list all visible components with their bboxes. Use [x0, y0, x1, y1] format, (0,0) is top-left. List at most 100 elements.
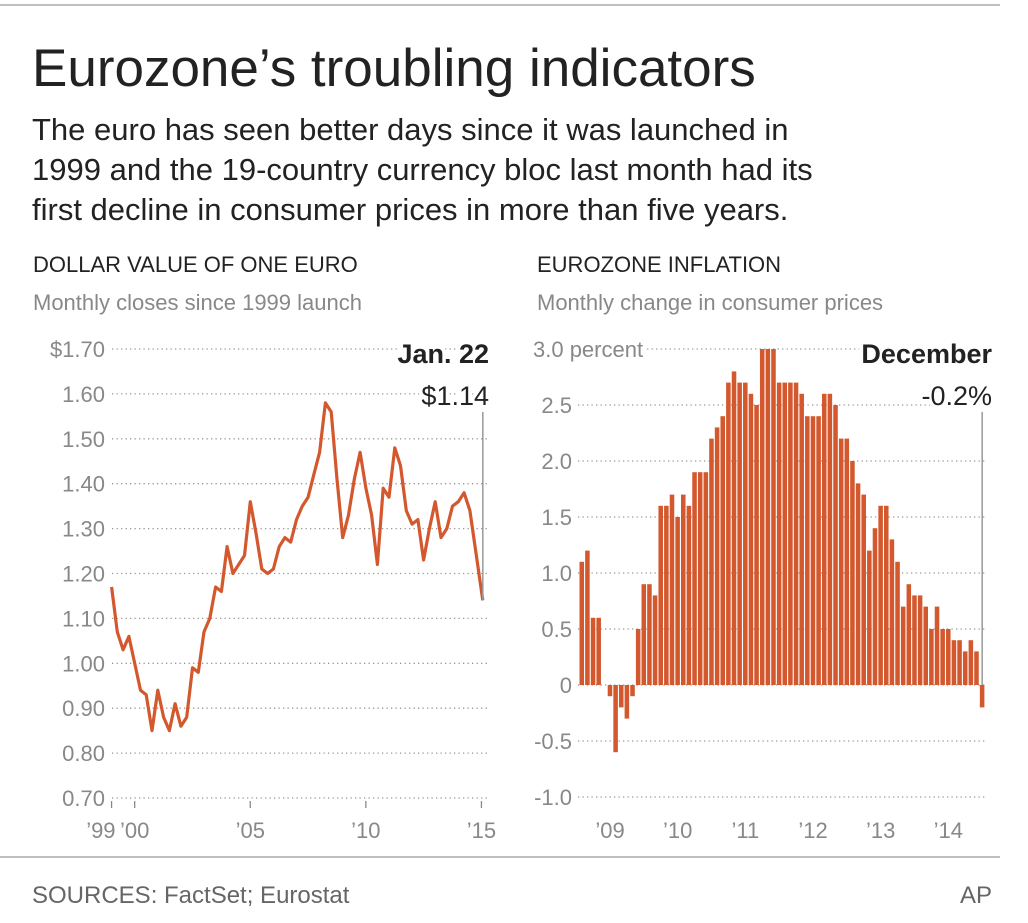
chart-subtitle: Monthly closes since 1999 launch: [33, 290, 362, 315]
annotation: $1.14: [421, 381, 489, 411]
bar: [585, 550, 590, 685]
bar: [788, 382, 793, 685]
bar: [974, 651, 979, 685]
x-tick-label: ’99: [86, 818, 115, 843]
bar: [805, 416, 810, 685]
bar: [979, 685, 985, 708]
bar: [867, 550, 872, 685]
bar: [664, 505, 669, 685]
bar: [934, 606, 940, 685]
bar: [929, 629, 934, 685]
annotation: Jan. 22: [397, 339, 489, 369]
y-tick-label: 2.0: [541, 449, 572, 474]
y-tick-label: 1.30: [62, 517, 105, 542]
chart-title: DOLLAR VALUE OF ONE EURO: [33, 252, 358, 277]
y-tick-label: 1.00: [62, 651, 105, 676]
bar: [647, 584, 652, 685]
bar: [607, 685, 613, 697]
bar: [681, 494, 686, 685]
line-series: [110, 401, 485, 733]
bar: [675, 517, 680, 685]
y-tick-label: 0.70: [62, 786, 105, 811]
y-tick-label: 0.80: [62, 741, 105, 766]
bar: [771, 349, 776, 685]
x-tick-label: ’10: [351, 818, 380, 843]
bar: [754, 405, 759, 685]
bar: [590, 617, 596, 685]
chart-subtitle: Monthly change in consumer prices: [537, 290, 883, 315]
y-tick-label: 1.0: [541, 561, 572, 586]
bar: [692, 472, 697, 685]
page-subtitle: 1999 and the 19-country currency bloc la…: [32, 152, 813, 187]
bar: [635, 629, 641, 685]
bar: [912, 595, 917, 685]
bar: [838, 438, 844, 685]
bar: [782, 382, 788, 685]
y-tick-label: 1.40: [62, 472, 105, 497]
bar: [816, 416, 821, 685]
page-subtitle: The euro has seen better days since it w…: [32, 112, 789, 147]
bar: [895, 561, 900, 685]
y-tick-label: 3.0 percent: [533, 337, 643, 362]
bar: [962, 651, 968, 685]
bar: [946, 629, 951, 685]
bar: [861, 494, 866, 685]
x-tick-label: ’09: [595, 818, 624, 843]
bar: [618, 685, 624, 708]
bar: [940, 629, 945, 685]
credit: AP: [960, 882, 992, 909]
y-tick-label: -1.0: [534, 785, 572, 810]
bar: [799, 393, 804, 685]
bar: [968, 640, 974, 685]
bar: [810, 416, 816, 685]
annotation: -0.2%: [921, 381, 992, 411]
y-tick-label: 2.5: [541, 393, 572, 418]
y-tick-label: $1.70: [50, 337, 105, 362]
bar: [658, 505, 663, 685]
bar: [579, 561, 585, 685]
bar: [737, 382, 742, 685]
bar: [613, 685, 618, 753]
x-tick-label: ’13: [866, 818, 895, 843]
y-tick-label: -0.5: [534, 729, 572, 754]
bar: [917, 595, 923, 685]
x-tick-label: ’14: [934, 818, 963, 843]
bar: [957, 640, 962, 685]
y-tick-label: 1.20: [62, 562, 105, 587]
x-tick-label: ’15: [467, 818, 496, 843]
bar: [686, 505, 692, 685]
bar: [850, 461, 855, 685]
page-title: Eurozone’s troubling indicators: [32, 39, 756, 98]
x-tick-label: ’00: [120, 818, 149, 843]
page-subtitle: first decline in consumer prices in more…: [32, 192, 788, 227]
bar: [765, 349, 771, 685]
y-tick-label: 1.5: [541, 505, 572, 530]
annotation: December: [861, 339, 992, 369]
y-tick-label: 0.5: [541, 617, 572, 642]
bar: [855, 483, 861, 685]
x-tick-label: ’10: [663, 818, 692, 843]
y-tick-label: 0.90: [62, 696, 105, 721]
x-tick-label: ’05: [236, 818, 265, 843]
source: SOURCES: FactSet; Eurostat: [32, 882, 350, 909]
bar: [889, 539, 895, 685]
y-tick-label: 1.10: [62, 606, 105, 631]
bar: [726, 382, 731, 685]
y-tick-label: 1.50: [62, 427, 105, 452]
bar: [743, 382, 748, 685]
bar: [731, 371, 737, 685]
y-tick-label: 0: [560, 673, 572, 698]
bar: [844, 438, 850, 685]
bar: [884, 505, 889, 685]
bar: [703, 472, 709, 685]
bar: [900, 606, 906, 685]
x-tick-label: ’12: [798, 818, 827, 843]
bar: [748, 393, 754, 685]
bar: [951, 640, 957, 685]
bar: [821, 393, 827, 685]
bar: [906, 584, 912, 685]
bar: [652, 595, 658, 685]
bar: [714, 427, 720, 685]
bar: [720, 416, 726, 685]
